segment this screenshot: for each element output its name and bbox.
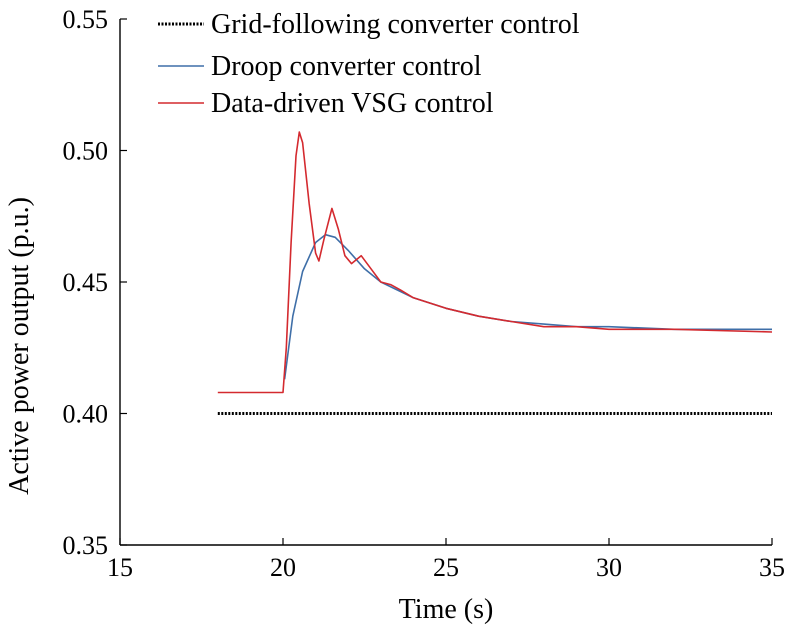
x-tick-label: 25 bbox=[433, 553, 459, 582]
ticks: 15 20 25 30 35 0.35 0.40 0.45 0.50 0.55 bbox=[63, 5, 786, 582]
x-tick-label: 30 bbox=[596, 553, 622, 582]
y-axis-title: Active power output (p.u.) bbox=[4, 197, 35, 495]
legend-label-3: Data-driven VSG control bbox=[211, 88, 494, 119]
series-line-3 bbox=[217, 131, 773, 394]
x-tick-label: 35 bbox=[759, 553, 785, 582]
y-tick-label: 0.55 bbox=[63, 5, 109, 34]
legend-label-1: Grid-following converter control bbox=[211, 9, 580, 40]
y-tick-label: 0.45 bbox=[63, 268, 109, 297]
legend-label-2: Droop converter control bbox=[211, 51, 482, 82]
x-tick-label: 20 bbox=[270, 553, 296, 582]
y-tick-label: 0.35 bbox=[63, 531, 109, 560]
x-tick-label: 15 bbox=[107, 553, 133, 582]
y-tick-label: 0.40 bbox=[63, 400, 109, 429]
y-tick-label: 0.50 bbox=[63, 137, 109, 166]
x-axis-title: Time (s) bbox=[399, 594, 494, 625]
plot-lines bbox=[217, 131, 773, 415]
legend: Grid-following converter control Droop co… bbox=[158, 9, 580, 119]
